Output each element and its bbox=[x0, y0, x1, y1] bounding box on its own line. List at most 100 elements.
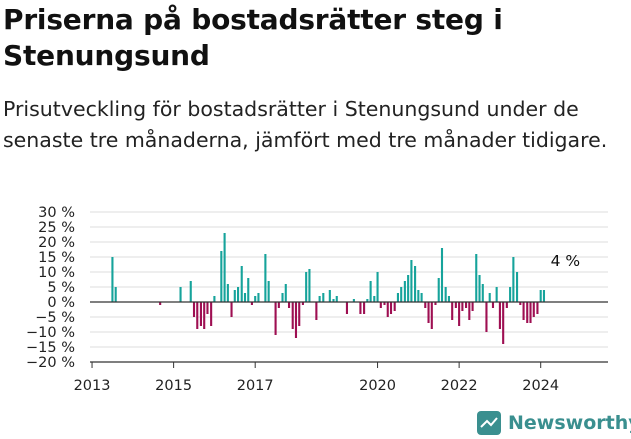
bar bbox=[335, 296, 338, 302]
bar bbox=[281, 293, 284, 302]
bar bbox=[111, 257, 114, 302]
bar bbox=[287, 302, 291, 308]
bar bbox=[291, 302, 294, 329]
bar bbox=[536, 302, 539, 314]
bar bbox=[220, 251, 223, 302]
bar bbox=[305, 272, 308, 302]
x-tick-label: 2020 bbox=[359, 378, 396, 394]
bar bbox=[294, 302, 298, 338]
bar bbox=[515, 272, 519, 302]
bar bbox=[505, 302, 508, 308]
bar bbox=[444, 287, 447, 302]
bar bbox=[542, 290, 546, 302]
x-tick-label: 2015 bbox=[155, 378, 192, 394]
bar bbox=[478, 275, 481, 302]
bar bbox=[461, 302, 464, 311]
bar bbox=[458, 302, 461, 326]
bar bbox=[529, 302, 532, 323]
bar bbox=[396, 293, 399, 302]
bar bbox=[485, 302, 488, 332]
bar bbox=[410, 260, 413, 302]
bar bbox=[264, 254, 267, 302]
bar bbox=[230, 302, 233, 317]
bar bbox=[451, 302, 454, 320]
newsworthy-logo: Newsworthy bbox=[476, 408, 631, 438]
bar bbox=[471, 302, 474, 311]
last-value-annotation: 4 % bbox=[551, 252, 581, 270]
bar bbox=[192, 302, 196, 317]
bar bbox=[373, 296, 376, 302]
bar bbox=[509, 287, 512, 302]
bar bbox=[301, 302, 304, 305]
bar bbox=[257, 293, 260, 302]
bar bbox=[318, 296, 321, 302]
bar bbox=[526, 302, 529, 323]
bar bbox=[454, 302, 457, 308]
bar bbox=[491, 302, 495, 308]
bar bbox=[532, 302, 535, 317]
bar bbox=[383, 302, 386, 305]
bar bbox=[376, 272, 379, 302]
bar bbox=[430, 302, 433, 329]
bar bbox=[389, 302, 393, 314]
bar bbox=[298, 302, 301, 326]
bar bbox=[363, 302, 366, 314]
bar bbox=[468, 302, 471, 320]
chart-subtitle: Prisutveckling för bostadsrätter i Stenu… bbox=[3, 97, 608, 152]
bar bbox=[345, 302, 349, 314]
bar bbox=[277, 302, 280, 308]
bar bbox=[284, 284, 287, 302]
bar bbox=[417, 290, 420, 302]
y-tick-label: 10 % bbox=[38, 265, 75, 281]
bar bbox=[414, 266, 417, 302]
bar bbox=[465, 302, 468, 308]
bar bbox=[475, 254, 478, 302]
bar bbox=[403, 281, 406, 302]
bar bbox=[322, 293, 325, 302]
bar bbox=[179, 287, 182, 302]
y-tick-label: −10 % bbox=[26, 325, 75, 341]
bar bbox=[210, 302, 213, 326]
y-tick-label: 20 % bbox=[38, 235, 75, 251]
x-tick-label: 2024 bbox=[522, 378, 559, 394]
bar bbox=[206, 302, 209, 314]
bar bbox=[237, 287, 240, 302]
bar bbox=[352, 299, 355, 302]
bar bbox=[359, 302, 362, 314]
bar bbox=[498, 302, 501, 329]
bar bbox=[434, 302, 437, 305]
bar bbox=[213, 296, 216, 302]
bar bbox=[328, 290, 331, 302]
x-tick-label: 2017 bbox=[237, 378, 274, 394]
bar bbox=[481, 284, 484, 302]
y-tick-label: 25 % bbox=[38, 220, 75, 236]
bar bbox=[522, 302, 525, 320]
x-tick-label: 2013 bbox=[74, 378, 111, 394]
bar bbox=[267, 281, 270, 302]
bar bbox=[203, 302, 206, 329]
bar bbox=[366, 299, 369, 302]
y-tick-label: −20 % bbox=[26, 355, 75, 371]
bar bbox=[424, 302, 427, 308]
bar bbox=[502, 302, 505, 344]
bar bbox=[226, 284, 229, 302]
bar bbox=[243, 293, 247, 302]
newsworthy-icon bbox=[477, 411, 501, 435]
bar bbox=[315, 302, 318, 320]
bar bbox=[196, 302, 199, 329]
bar bbox=[512, 257, 515, 302]
bar bbox=[427, 302, 430, 323]
bar bbox=[400, 287, 403, 302]
bar bbox=[539, 290, 542, 302]
bar bbox=[189, 281, 192, 302]
bar bbox=[437, 278, 440, 302]
bar bbox=[393, 302, 396, 311]
y-tick-label: −5 % bbox=[35, 310, 75, 326]
bar bbox=[420, 293, 423, 302]
bar bbox=[250, 302, 253, 305]
bar bbox=[386, 302, 389, 317]
brand-name: Newsworthy bbox=[508, 412, 631, 434]
bar bbox=[274, 302, 277, 335]
y-tick-label: 0 % bbox=[47, 295, 75, 311]
